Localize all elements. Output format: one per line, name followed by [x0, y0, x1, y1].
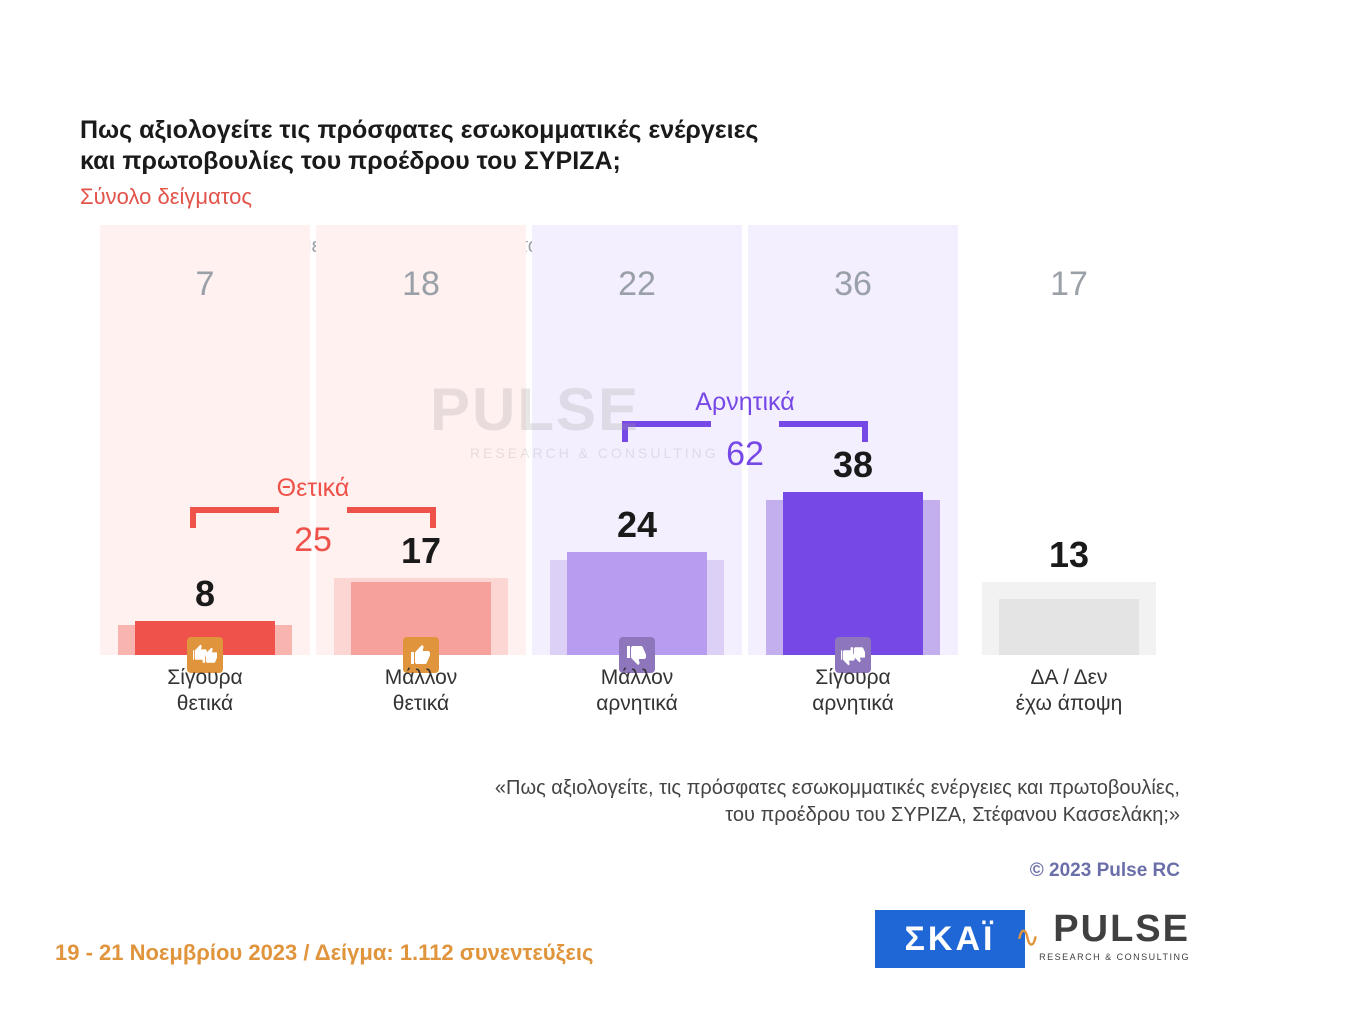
title-line2: και πρωτοβουλίες του προέδρου του ΣΥΡΙΖΑ… — [80, 146, 758, 177]
question-line1: «Πως αξιολογείτε, τις πρόσφατες εσωκομμα… — [440, 775, 1180, 802]
bar-value-label: 38 — [748, 444, 958, 486]
chart-band: 3638Σίγουρααρνητικά — [748, 225, 958, 655]
previous-value: 17 — [964, 265, 1174, 304]
chart-band: 1817Μάλλονθετικά — [316, 225, 526, 655]
subtitle: Σύνολο δείγματος — [80, 184, 758, 210]
bar-current — [783, 492, 923, 655]
category-label: Μάλλονθετικά — [316, 665, 526, 718]
bar-value-label: 24 — [532, 504, 742, 546]
question-line2: του προέδρου του ΣΥΡΙΖΑ, Στέφανου Κασσελ… — [440, 802, 1180, 829]
footer-date-sample: 19 - 21 Νοεμβρίου 2023 / Δείγμα: 1.112 σ… — [55, 940, 593, 966]
chart-area: Προηγούμενη έρευνα ( 26 - 30 Οκτωβρίου 2… — [100, 225, 1180, 655]
category-label: Μάλλοναρνητικά — [532, 665, 742, 718]
logo-pulse-accent-icon: ∿ — [1015, 920, 1040, 955]
logo-skai: ΣΚΑΪ — [875, 910, 1025, 968]
logo-pulse: PULSE — [1053, 908, 1190, 951]
bar-value-label: 13 — [964, 534, 1174, 576]
category-label: Σίγουρααρνητικά — [748, 665, 958, 718]
previous-value: 22 — [532, 265, 742, 304]
copyright: © 2023 Pulse RC — [1030, 860, 1180, 882]
category-label: ΔΑ / Δενέχω άποψη — [964, 665, 1174, 718]
chart-band: 1713ΔΑ / Δενέχω άποψη — [964, 225, 1174, 655]
category-label: Σίγουραθετικά — [100, 665, 310, 718]
logo-pulse-sub: RESEARCH & CONSULTING — [1039, 952, 1190, 962]
bar-value-label: 8 — [100, 573, 310, 615]
previous-value: 18 — [316, 265, 526, 304]
bar-current — [999, 599, 1139, 655]
previous-value: 36 — [748, 265, 958, 304]
question-full: «Πως αξιολογείτε, τις πρόσφατες εσωκομμα… — [440, 775, 1180, 829]
watermark-sub: RESEARCH & CONSULTING — [470, 445, 719, 461]
previous-value: 7 — [100, 265, 310, 304]
chart-band: 78Σίγουραθετικά — [100, 225, 310, 655]
bar-value-label: 17 — [316, 530, 526, 572]
title-line1: Πως αξιολογείτε τις πρόσφατες εσωκομματι… — [80, 115, 758, 146]
title-block: Πως αξιολογείτε τις πρόσφατες εσωκομματι… — [80, 115, 758, 210]
chart-band: 2224Μάλλοναρνητικά — [532, 225, 742, 655]
